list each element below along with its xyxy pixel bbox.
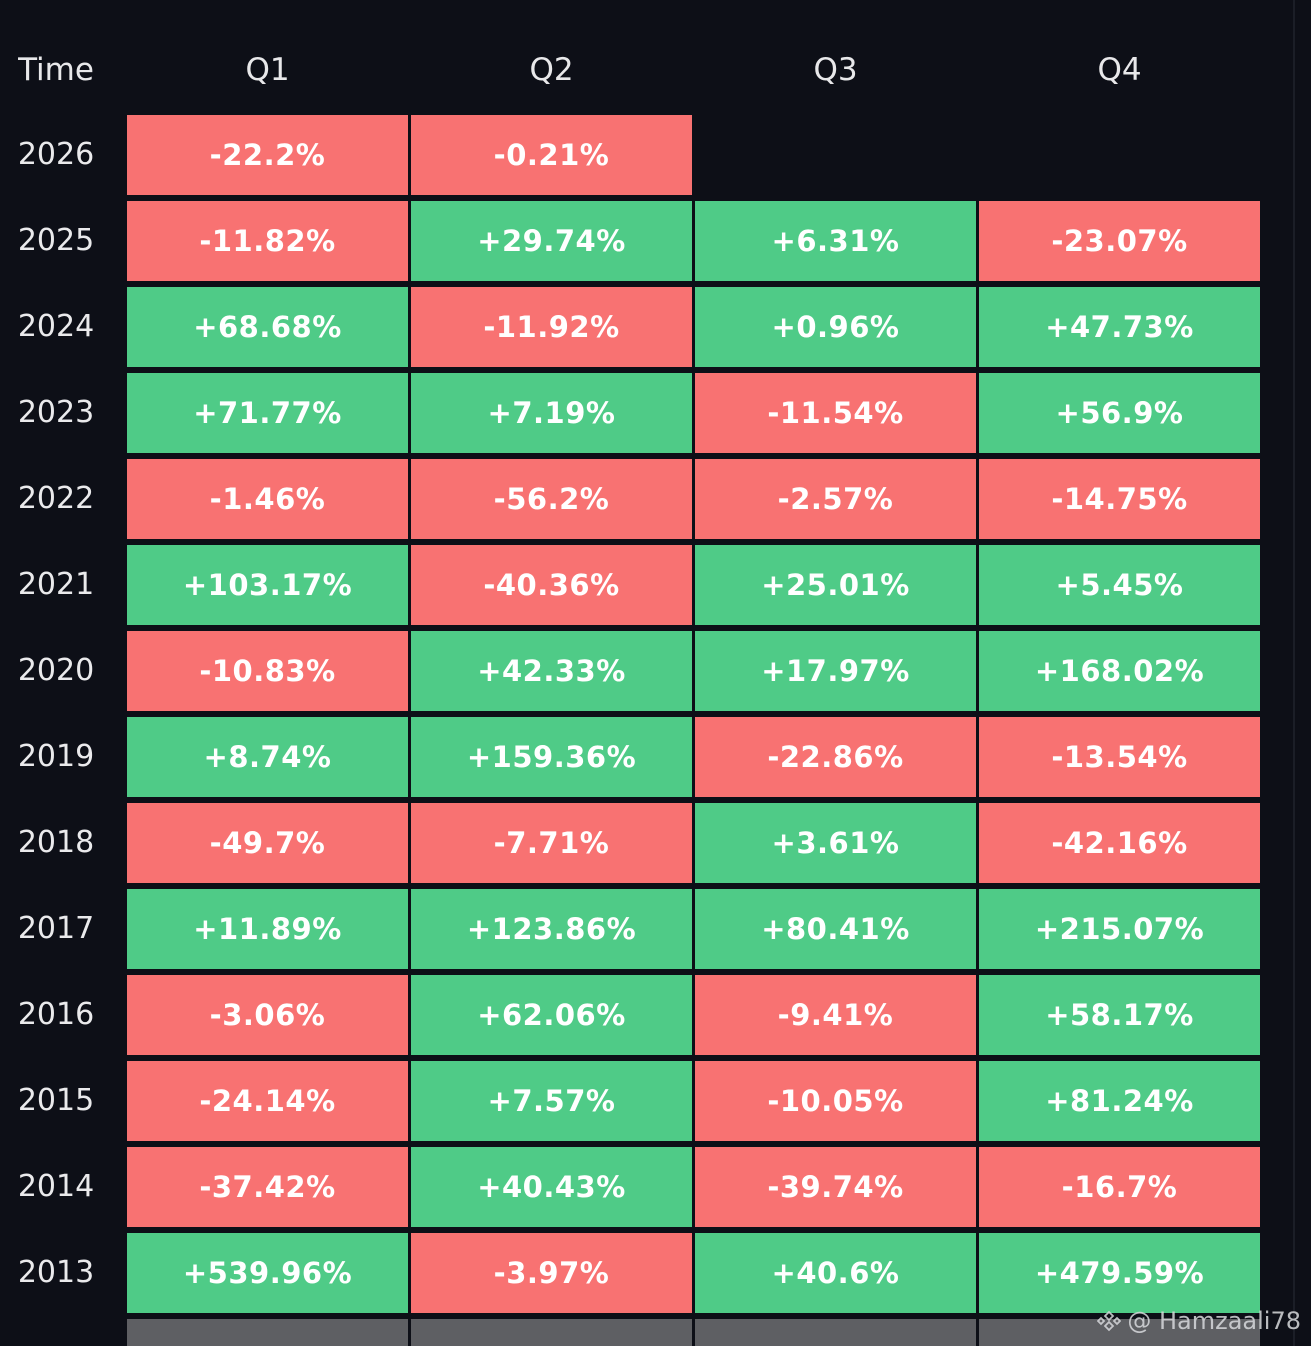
return-cell-2026-q2: -0.21%: [411, 115, 692, 195]
return-cell-2024-q2: -11.92%: [411, 287, 692, 367]
return-cell-2013-q2: -3.97%: [411, 1233, 692, 1313]
header-q1: Q1: [245, 52, 290, 88]
return-cell-2015-q4: +81.24%: [979, 1061, 1260, 1141]
return-cell-2018-q2: -7.71%: [411, 803, 692, 883]
return-cell-2015-q1: -24.14%: [127, 1061, 408, 1141]
return-cell-2025-q2: +29.74%: [411, 201, 692, 281]
return-cell-2025-q3: +6.31%: [695, 201, 976, 281]
return-cell-2022-q1: -1.46%: [127, 459, 408, 539]
return-cell-2016-q1: -3.06%: [127, 975, 408, 1055]
watermark: @ Hamzaali78: [1097, 1304, 1301, 1338]
partial-row-cell: [411, 1319, 692, 1346]
return-cell-2021-q4: +5.45%: [979, 545, 1260, 625]
partial-row-cell: [695, 1319, 976, 1346]
return-cell-2018-q3: +3.61%: [695, 803, 976, 883]
year-label: 2014: [17, 1169, 95, 1204]
year-label: 2020: [17, 653, 95, 688]
return-cell-2014-q4: -16.7%: [979, 1147, 1260, 1227]
return-cell-2019-q1: +8.74%: [127, 717, 408, 797]
return-cell-2023-q2: +7.19%: [411, 373, 692, 453]
year-label: 2013: [17, 1255, 95, 1290]
return-cell-2021-q2: -40.36%: [411, 545, 692, 625]
return-cell-2020-q4: +168.02%: [979, 631, 1260, 711]
year-label: 2025: [17, 223, 95, 258]
year-label: 2021: [17, 567, 95, 602]
return-cell-2023-q3: -11.54%: [695, 373, 976, 453]
year-label: 2015: [17, 1083, 95, 1118]
return-cell-2024-q3: +0.96%: [695, 287, 976, 367]
return-cell-2025-q1: -11.82%: [127, 201, 408, 281]
return-cell-2021-q1: +103.17%: [127, 545, 408, 625]
year-label: 2019: [17, 739, 95, 774]
return-cell-2018-q1: -49.7%: [127, 803, 408, 883]
return-cell-2015-q3: -10.05%: [695, 1061, 976, 1141]
header-q3: Q3: [813, 52, 858, 88]
return-cell-2014-q2: +40.43%: [411, 1147, 692, 1227]
return-cell-2023-q1: +71.77%: [127, 373, 408, 453]
year-label: 2022: [17, 481, 95, 516]
year-label: 2018: [17, 825, 95, 860]
year-label: 2023: [17, 395, 95, 430]
return-cell-2022-q4: -14.75%: [979, 459, 1260, 539]
return-cell-2013-q1: +539.96%: [127, 1233, 408, 1313]
return-cell-2016-q3: -9.41%: [695, 975, 976, 1055]
return-cell-2013-q3: +40.6%: [695, 1233, 976, 1313]
return-cell-2020-q1: -10.83%: [127, 631, 408, 711]
return-cell-2017-q3: +80.41%: [695, 889, 976, 969]
return-cell-2016-q4: +58.17%: [979, 975, 1260, 1055]
return-cell-2022-q3: -2.57%: [695, 459, 976, 539]
return-cell-2013-q4: +479.59%: [979, 1233, 1260, 1313]
return-cell-2015-q2: +7.57%: [411, 1061, 692, 1141]
return-cell-2017-q4: +215.07%: [979, 889, 1260, 969]
return-cell-2019-q4: -13.54%: [979, 717, 1260, 797]
return-cell-2021-q3: +25.01%: [695, 545, 976, 625]
return-cell-2017-q1: +11.89%: [127, 889, 408, 969]
return-cell-2025-q4: -23.07%: [979, 201, 1260, 281]
return-cell-2019-q2: +159.36%: [411, 717, 692, 797]
return-cell-2022-q2: -56.2%: [411, 459, 692, 539]
return-cell-2023-q4: +56.9%: [979, 373, 1260, 453]
return-cell-2024-q1: +68.68%: [127, 287, 408, 367]
partial-row-cell: [127, 1319, 408, 1346]
header-q4: Q4: [1097, 52, 1142, 88]
partial-row-cell: [979, 1319, 1260, 1346]
return-cell-2018-q4: -42.16%: [979, 803, 1260, 883]
return-cell-2019-q3: -22.86%: [695, 717, 976, 797]
binance-logo-icon: [1097, 1310, 1122, 1332]
return-cell-2017-q2: +123.86%: [411, 889, 692, 969]
return-cell-2020-q2: +42.33%: [411, 631, 692, 711]
year-label: 2017: [17, 911, 95, 946]
year-label: 2016: [17, 997, 95, 1032]
return-cell-2016-q2: +62.06%: [411, 975, 692, 1055]
header-q2: Q2: [529, 52, 574, 88]
return-cell-2014-q1: -37.42%: [127, 1147, 408, 1227]
year-label: 2024: [17, 309, 95, 344]
return-cell-2026-q1: -22.2%: [127, 115, 408, 195]
header-time: Time: [18, 52, 94, 88]
return-cell-2024-q4: +47.73%: [979, 287, 1260, 367]
watermark-text: @ Hamzaali78: [1127, 1307, 1301, 1335]
return-cell-2014-q3: -39.74%: [695, 1147, 976, 1227]
return-cell-2020-q3: +17.97%: [695, 631, 976, 711]
year-label: 2026: [17, 137, 95, 172]
